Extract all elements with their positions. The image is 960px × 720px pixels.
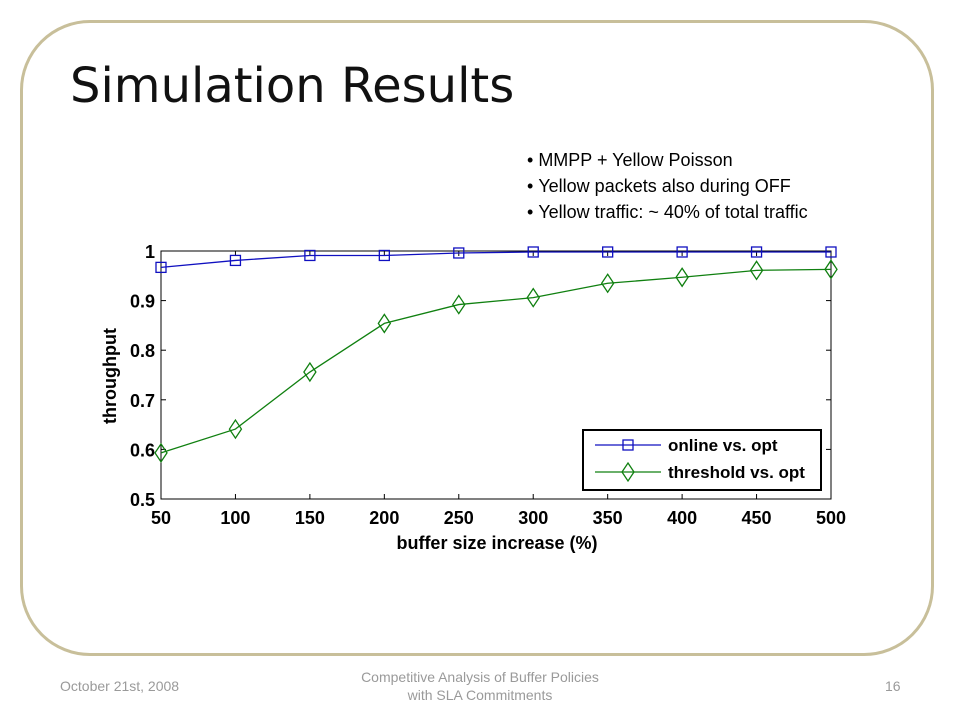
y-tick-label: 0.5 bbox=[130, 490, 155, 510]
footer-date: October 21st, 2008 bbox=[60, 678, 180, 694]
x-tick-label: 150 bbox=[295, 508, 325, 528]
data-point bbox=[304, 249, 316, 262]
data-point bbox=[527, 246, 539, 258]
slide-title: Simulation Results bbox=[70, 58, 515, 114]
data-point bbox=[675, 267, 689, 288]
x-tick-label: 350 bbox=[593, 508, 623, 528]
page-number: 16 bbox=[885, 678, 901, 694]
x-tick-label: 300 bbox=[518, 508, 548, 528]
data-point bbox=[451, 294, 466, 315]
legend-label: threshold vs. opt bbox=[668, 463, 805, 482]
data-point bbox=[600, 273, 615, 294]
footer-title: Competitive Analysis of Buffer Policies … bbox=[320, 668, 640, 704]
footer-title-line: Competitive Analysis of Buffer Policies bbox=[361, 669, 599, 685]
series-group bbox=[155, 246, 837, 274]
x-tick-label: 50 bbox=[151, 508, 171, 528]
legend-marker bbox=[621, 461, 635, 483]
series-group bbox=[154, 259, 838, 464]
series-line bbox=[160, 268, 832, 454]
data-point bbox=[303, 361, 317, 383]
x-tick-label: 100 bbox=[220, 508, 250, 528]
x-tick-label: 500 bbox=[816, 508, 846, 528]
x-tick-label: 200 bbox=[369, 508, 399, 528]
bullet-item: Yellow packets also during OFF bbox=[527, 173, 808, 199]
data-point bbox=[602, 246, 614, 258]
y-tick-label: 0.8 bbox=[130, 341, 155, 361]
y-tick-label: 0.7 bbox=[130, 391, 155, 411]
x-tick-label: 450 bbox=[742, 508, 772, 528]
x-tick-label: 250 bbox=[444, 508, 474, 528]
x-tick-label: 400 bbox=[667, 508, 697, 528]
y-axis-label: throughput bbox=[100, 328, 120, 424]
data-point bbox=[824, 259, 838, 280]
data-point bbox=[229, 254, 242, 267]
data-point bbox=[154, 442, 168, 464]
data-point bbox=[676, 246, 688, 258]
legend-label: online vs. opt bbox=[668, 436, 778, 455]
y-tick-label: 0.9 bbox=[130, 292, 155, 312]
data-point bbox=[825, 246, 837, 258]
series-line bbox=[160, 251, 831, 269]
data-point bbox=[749, 260, 764, 281]
data-point bbox=[750, 246, 763, 258]
data-point bbox=[377, 313, 392, 334]
x-axis-label: buffer size increase (%) bbox=[396, 533, 597, 553]
data-point bbox=[155, 261, 167, 274]
y-tick-label: 1 bbox=[145, 242, 155, 262]
data-point bbox=[526, 287, 541, 308]
data-point bbox=[378, 249, 390, 262]
data-point bbox=[453, 247, 465, 259]
bullet-list: MMPP + Yellow Poisson Yellow packets als… bbox=[527, 147, 808, 225]
bullet-item: MMPP + Yellow Poisson bbox=[527, 147, 808, 173]
legend-marker bbox=[622, 439, 634, 451]
bullet-item: Yellow traffic: ~ 40% of total traffic bbox=[527, 199, 807, 225]
data-point bbox=[228, 418, 243, 440]
footer-title-line: with SLA Commitments bbox=[407, 687, 553, 703]
y-tick-label: 0.6 bbox=[130, 440, 155, 460]
